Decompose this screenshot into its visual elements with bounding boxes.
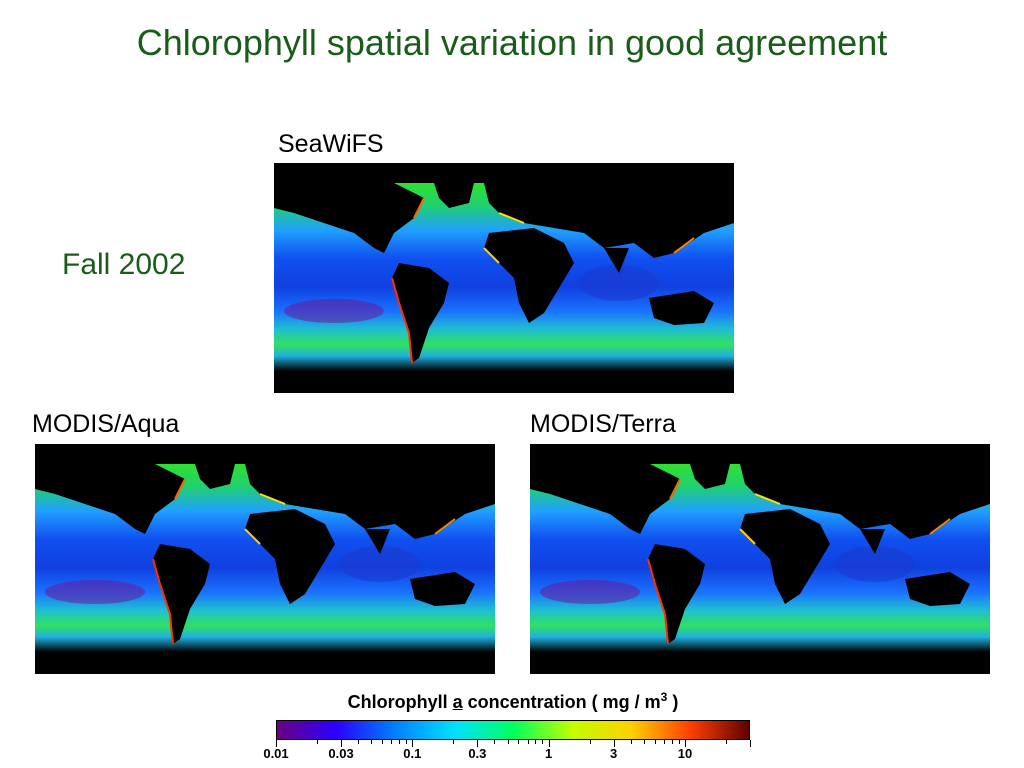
colorbar-tick [399, 740, 401, 744]
colorbar-tick [542, 740, 544, 744]
map-label-modis-terra: MODIS/Terra [530, 410, 676, 438]
colorbar-tick [613, 740, 615, 747]
colorbar-tick [358, 740, 360, 744]
map-modis-aqua [35, 444, 495, 674]
colorbar-tick [643, 740, 645, 744]
colorbar-tick [341, 740, 343, 747]
colorbar-ticks [276, 740, 751, 750]
season-label: Fall 2002 [62, 248, 186, 281]
colorbar-tick [725, 740, 727, 744]
colorbar-tick [317, 740, 319, 744]
map-label-modis-aqua: MODIS/Aqua [32, 410, 180, 438]
colorbar-tick [654, 740, 656, 744]
colorbar [276, 720, 750, 740]
colorbar-tick [382, 740, 384, 744]
colorbar-tick [477, 740, 479, 747]
colorbar-tick-label: 0.3 [468, 746, 487, 761]
colorbar-tick [391, 740, 393, 744]
colorbar-tick [589, 740, 591, 744]
colorbar-tick [684, 740, 686, 747]
colorbar-tick [494, 740, 496, 744]
slide-title: Chlorophyll spatial variation in good ag… [136, 22, 888, 63]
colorbar-tick-label: 0.01 [263, 746, 289, 761]
colorbar-tick [678, 740, 680, 744]
colorbar-tick-label: 0.1 [403, 746, 422, 761]
map-modis-terra [530, 444, 990, 674]
colorbar-tick [535, 740, 537, 744]
colorbar-tick [276, 740, 277, 747]
colorbar-tick [406, 740, 408, 744]
colorbar-title: Chlorophyll a concentration ( mg / m3 ) [347, 690, 679, 712]
map-seawifs [274, 163, 734, 393]
colorbar-tick [663, 740, 665, 744]
colorbar-tick [518, 740, 520, 744]
map-modis-aqua-image [35, 444, 495, 674]
colorbar-tick [548, 740, 550, 747]
colorbar-tick [527, 740, 529, 744]
colorbar-tick [671, 740, 673, 744]
colorbar-tick [453, 740, 455, 744]
map-modis-terra-image [530, 444, 990, 674]
colorbar-tick [412, 740, 414, 747]
colorbar-tick [630, 740, 632, 744]
colorbar-tick-label: 10 [677, 746, 693, 761]
colorbar-tick [750, 740, 751, 747]
colorbar-tick-label: 0.03 [328, 746, 354, 761]
colorbar-tick-label: 1 [545, 746, 553, 761]
colorbar-tick [507, 740, 509, 744]
colorbar-tick-label: 3 [610, 746, 618, 761]
map-seawifs-image [274, 163, 734, 393]
colorbar-tick [371, 740, 373, 744]
map-label-seawifs: SeaWiFS [278, 130, 384, 158]
